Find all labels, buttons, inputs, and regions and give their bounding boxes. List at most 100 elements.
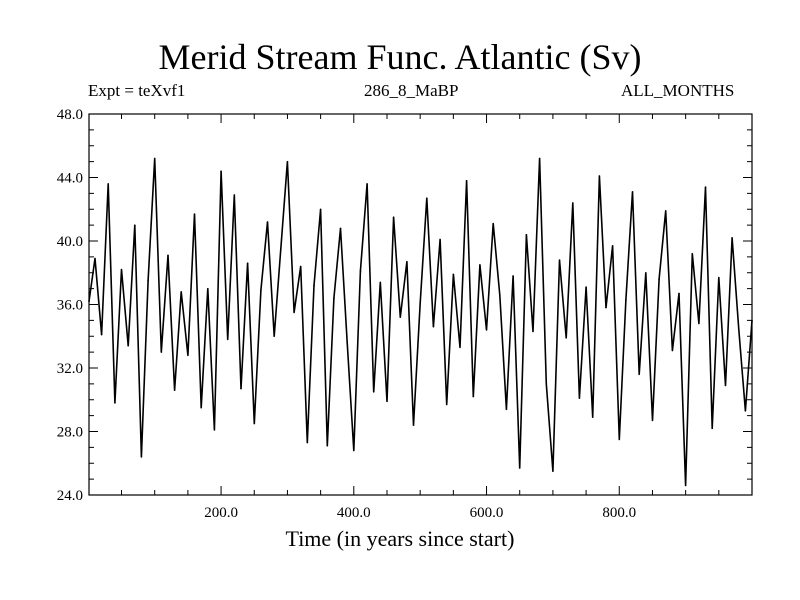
x-axis: 200.0 400.0 600.0 800.0	[121, 114, 720, 521]
data-point	[140, 456, 143, 458]
data-point	[605, 306, 607, 309]
data-point	[246, 262, 249, 265]
data-point	[598, 175, 601, 177]
data-point	[465, 179, 468, 182]
data-point	[678, 292, 680, 295]
data-point	[100, 333, 103, 336]
data-point	[518, 467, 521, 469]
data-point	[240, 387, 242, 390]
data-point	[306, 441, 309, 444]
x-tick-label: 800.0	[602, 505, 636, 521]
data-point	[552, 470, 554, 472]
data-point	[160, 351, 163, 353]
data-point	[260, 289, 262, 292]
data-point	[200, 406, 202, 409]
data-point	[532, 330, 534, 333]
data-point	[631, 190, 634, 193]
data-point	[319, 208, 322, 211]
y-tick-label: 48.0	[57, 107, 83, 123]
x-tick-label: 400.0	[337, 505, 371, 521]
period-label: 286_8_MaBP	[364, 81, 459, 100]
data-point	[412, 424, 415, 426]
data-point	[220, 170, 222, 172]
data-point	[691, 252, 694, 255]
y-tick-label: 24.0	[57, 488, 83, 504]
months-label: ALL_MONTHS	[621, 81, 735, 100]
data-point	[206, 287, 209, 290]
data-point	[187, 354, 189, 357]
data-point	[273, 335, 275, 338]
data-point	[107, 183, 110, 185]
y-axis: 24.0 28.0 32.0 36.0 40.0 44.0 48.0	[57, 107, 752, 504]
data-point	[399, 316, 402, 319]
data-point	[452, 273, 455, 276]
data-point	[233, 194, 236, 196]
data-point	[724, 384, 727, 387]
data-point	[565, 337, 567, 339]
data-point	[213, 429, 216, 431]
data-point	[114, 402, 116, 404]
data-point	[459, 346, 461, 349]
data-point	[299, 265, 302, 268]
data-point	[88, 300, 90, 303]
y-tick-label: 40.0	[57, 234, 83, 250]
data-point	[127, 344, 129, 347]
data-point	[445, 403, 448, 406]
data-point	[94, 257, 96, 260]
data-point	[671, 349, 674, 352]
data-point	[704, 186, 707, 188]
data-point	[180, 291, 183, 293]
data-point	[419, 302, 421, 304]
data-point	[426, 197, 428, 199]
data-point	[744, 410, 747, 412]
data-point	[479, 264, 481, 266]
data-point	[167, 254, 169, 257]
data-point	[392, 216, 395, 218]
data-point	[731, 237, 733, 239]
data-point	[512, 275, 514, 277]
data-point	[558, 259, 561, 261]
data-point	[525, 233, 528, 236]
data-point	[359, 270, 362, 272]
data-point	[293, 311, 295, 314]
data-point	[193, 213, 196, 215]
data-point	[339, 227, 342, 230]
series-line	[88, 158, 753, 486]
data-point	[625, 298, 627, 301]
data-point	[372, 391, 375, 393]
data-point	[226, 338, 229, 341]
data-point	[472, 395, 475, 398]
data-point	[286, 160, 289, 163]
data-point	[505, 408, 508, 411]
chart-title: Merid Stream Func. Atlantic (Sv)	[158, 37, 642, 77]
x-axis-label: Time (in years since start)	[285, 526, 515, 551]
data-point	[333, 297, 335, 299]
y-tick-label: 32.0	[57, 361, 83, 377]
y-tick-label: 28.0	[57, 425, 83, 441]
data-point	[611, 244, 614, 247]
data-point	[658, 278, 660, 280]
data-point	[684, 484, 687, 487]
data-point	[386, 400, 388, 403]
data-point	[153, 157, 156, 160]
data-point	[638, 373, 640, 376]
y-tick-label: 36.0	[57, 298, 83, 314]
data-point	[439, 238, 441, 241]
data-point	[366, 183, 368, 185]
data-point	[147, 279, 149, 282]
data-point	[266, 221, 269, 223]
experiment-label: Expt = teXvf1	[88, 81, 186, 100]
data-point	[645, 271, 647, 274]
data-point	[591, 416, 594, 419]
data-point	[585, 286, 587, 288]
data-point	[406, 260, 408, 263]
data-point	[499, 294, 501, 296]
x-tick-label: 200.0	[204, 505, 238, 521]
y-tick-label: 44.0	[57, 171, 83, 187]
data-point	[253, 422, 256, 425]
series-group	[88, 157, 753, 487]
data-point	[664, 210, 667, 212]
data-point	[698, 322, 700, 325]
data-point	[492, 222, 494, 225]
